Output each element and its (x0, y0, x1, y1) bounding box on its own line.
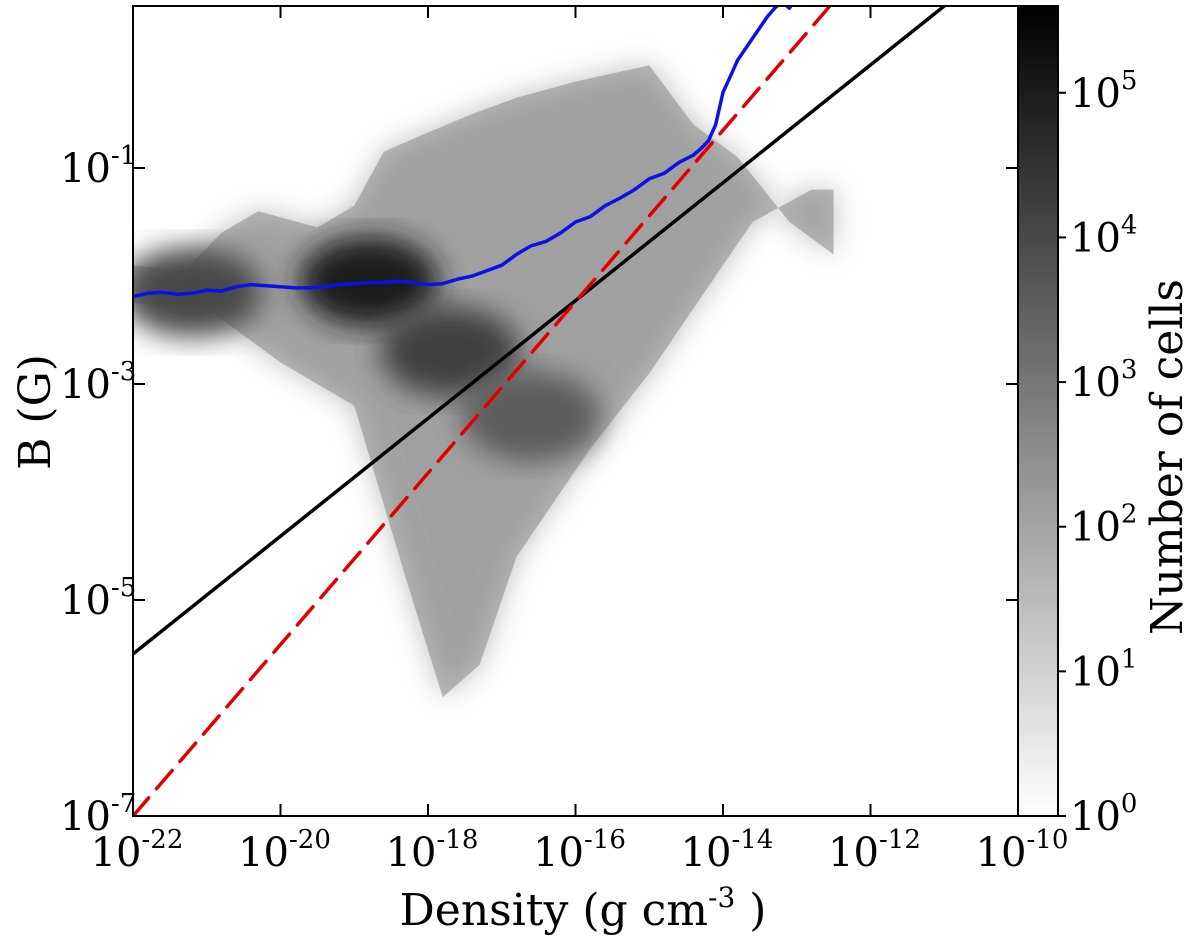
colorbar-tick-label-1: 101 (1070, 644, 1137, 695)
series-line-0 (133, 6, 793, 299)
series-line-1 (133, 6, 947, 656)
y-tick-label-1: 10-5 (60, 573, 136, 624)
x-tick-label-2: 10-18 (386, 825, 479, 876)
colorbar-ticks: 100 101 102 103 104 105 (1058, 66, 1137, 840)
x-axis-label-exponent: -3 (708, 881, 735, 914)
x-tick-label-6: 10-10 (976, 825, 1069, 876)
y-tick-label-0: 10-7 (60, 789, 136, 840)
x-tick-label-3: 10-16 (533, 825, 626, 876)
y-tick-label-3: 10-1 (60, 141, 136, 192)
x-tick-label-1: 10-20 (238, 825, 331, 876)
colorbar-tick-label-4: 104 (1070, 210, 1137, 261)
x-tick-label-0: 10-22 (91, 825, 184, 876)
colorbar-label: Number of cells (1142, 279, 1193, 635)
x-axis-label: Density (g cm-3 ) (400, 881, 767, 936)
y-tick-label-2: 10-3 (60, 357, 136, 408)
heatmap-peak-2 (461, 371, 602, 462)
x-tick-label-5: 10-12 (828, 825, 921, 876)
colorbar-tick-label-5: 105 (1070, 66, 1137, 117)
overlay-lines (133, 6, 947, 816)
x-tick-label-4: 10-14 (681, 825, 774, 876)
colorbar (1017, 5, 1059, 817)
x-axis-ticks: 10-22 10-20 10-18 10-16 10-14 10-12 10-10 (91, 6, 1069, 876)
colorbar-tick-label-2: 102 (1070, 500, 1137, 551)
y-axis-label: B (G) (10, 354, 61, 470)
colorbar-tick-label-3: 103 (1070, 355, 1137, 406)
colorbar-tick-label-0: 100 (1070, 789, 1137, 840)
y-axis-ticks: 10-7 10-5 10-3 10-1 (60, 141, 1018, 840)
